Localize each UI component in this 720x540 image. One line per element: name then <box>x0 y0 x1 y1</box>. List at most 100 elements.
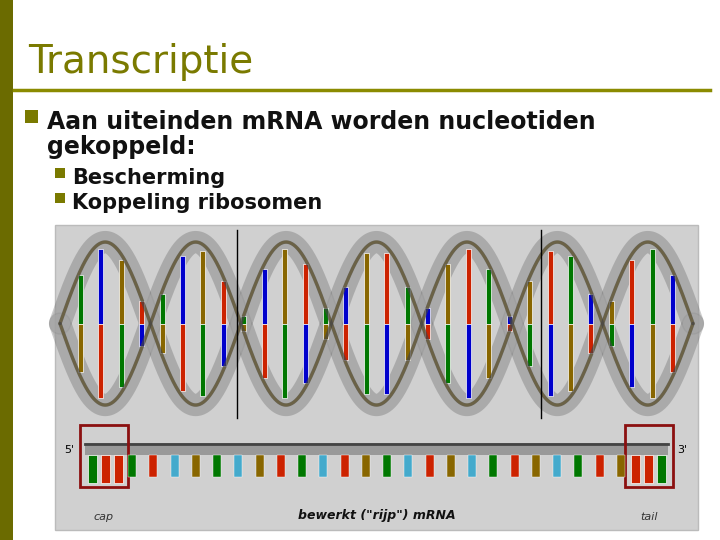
Bar <box>629 323 634 387</box>
Bar <box>302 264 307 323</box>
Bar <box>323 308 328 323</box>
Text: gekoppeld:: gekoppeld: <box>47 135 196 159</box>
Bar <box>276 455 285 477</box>
Bar <box>213 455 221 477</box>
Bar <box>625 425 673 487</box>
Bar <box>364 253 369 323</box>
Bar <box>384 253 390 323</box>
Bar <box>128 455 136 477</box>
Bar <box>384 323 390 394</box>
Bar <box>362 455 370 477</box>
Bar <box>320 455 328 477</box>
Bar <box>80 425 128 487</box>
Bar <box>466 249 471 323</box>
Bar <box>629 260 634 323</box>
Bar <box>527 323 532 366</box>
Bar <box>114 455 123 483</box>
Bar <box>25 110 38 123</box>
Bar <box>180 256 185 323</box>
Bar <box>657 455 666 483</box>
Bar <box>649 249 654 323</box>
Bar <box>261 269 266 323</box>
Bar <box>55 193 65 203</box>
Bar <box>568 323 573 391</box>
Text: Koppeling ribosomen: Koppeling ribosomen <box>72 193 323 213</box>
Bar <box>364 323 369 394</box>
Bar <box>221 281 226 323</box>
Bar <box>568 256 573 323</box>
Bar <box>507 323 512 331</box>
Bar <box>649 323 654 397</box>
Bar <box>553 455 561 477</box>
Bar <box>405 323 410 360</box>
Bar <box>282 323 287 399</box>
Text: tail: tail <box>640 512 658 522</box>
Bar <box>588 294 593 323</box>
Bar <box>383 455 391 477</box>
Bar <box>595 455 604 477</box>
Bar <box>527 281 532 323</box>
Bar <box>532 455 540 477</box>
Bar <box>78 275 83 323</box>
Bar <box>609 323 614 346</box>
Bar <box>507 316 512 323</box>
Bar <box>575 455 582 477</box>
Bar <box>510 455 518 477</box>
Bar <box>55 225 698 530</box>
Bar <box>609 301 614 323</box>
Bar <box>341 455 348 477</box>
Bar <box>302 323 307 383</box>
Bar <box>447 455 455 477</box>
Bar <box>644 455 653 483</box>
Bar <box>261 323 266 378</box>
Bar <box>99 323 104 397</box>
Bar <box>78 323 83 373</box>
Bar <box>282 249 287 323</box>
Text: Aan uiteinden mRNA worden nucleotiden: Aan uiteinden mRNA worden nucleotiden <box>47 110 595 134</box>
Bar <box>160 323 165 353</box>
Bar <box>490 455 498 477</box>
Text: cap: cap <box>94 512 114 522</box>
Bar <box>298 455 306 477</box>
Bar <box>119 323 124 387</box>
Bar <box>160 294 165 323</box>
Bar <box>405 455 413 477</box>
Bar <box>446 323 451 383</box>
Bar <box>670 323 675 373</box>
Bar <box>426 455 433 477</box>
Bar <box>405 287 410 323</box>
Bar <box>101 455 110 483</box>
Text: bewerkt ("rijp") mRNA: bewerkt ("rijp") mRNA <box>297 509 455 522</box>
Bar <box>343 323 348 360</box>
Bar <box>85 443 668 455</box>
Bar <box>548 251 552 323</box>
Bar <box>139 323 144 346</box>
Text: Bescherming: Bescherming <box>72 168 225 188</box>
Bar <box>241 323 246 331</box>
Bar <box>323 323 328 339</box>
Bar <box>446 264 451 323</box>
Bar <box>200 323 205 396</box>
Bar <box>670 275 675 323</box>
Bar <box>221 323 226 366</box>
Bar <box>149 455 157 477</box>
Bar <box>588 323 593 353</box>
Text: Transcriptie: Transcriptie <box>28 43 253 81</box>
Bar <box>486 323 491 378</box>
Bar <box>343 287 348 323</box>
Bar <box>192 455 199 477</box>
Bar <box>200 251 205 323</box>
Bar <box>466 323 471 399</box>
Bar <box>171 455 179 477</box>
Bar <box>180 323 185 391</box>
Text: 3': 3' <box>677 445 687 455</box>
Bar <box>486 269 491 323</box>
Bar <box>241 316 246 323</box>
Bar <box>99 249 104 323</box>
Bar <box>119 260 124 323</box>
Bar <box>88 455 97 483</box>
Bar <box>468 455 476 477</box>
Bar <box>425 308 430 323</box>
Bar <box>0 0 13 540</box>
Bar <box>139 301 144 323</box>
